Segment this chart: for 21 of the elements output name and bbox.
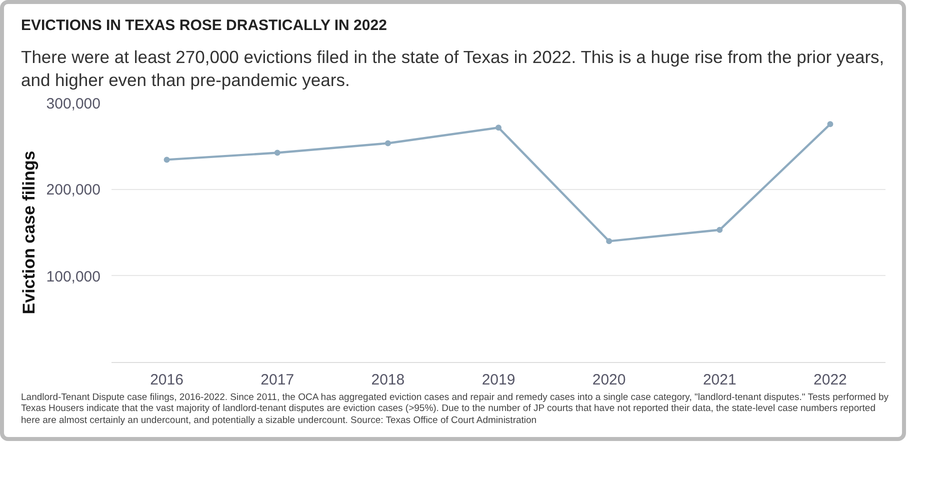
point	[274, 150, 280, 156]
x-tick-label: 2018	[371, 371, 405, 388]
chart-title: EVICTIONS IN TEXAS ROSE DRASTICALLY IN 2022	[21, 17, 387, 34]
x-tick-label: 2016	[150, 371, 184, 388]
x-tick-label: 2017	[260, 371, 294, 388]
x-tick-label: 2019	[482, 371, 516, 388]
y-tick-label: 200,000	[46, 182, 101, 199]
chart-subtitle: There were at least 270,000 evictions filed in the state of Texas in 2022. This is a huge rise from the prior years, and higher even than pre-pandemic years.	[21, 46, 886, 92]
point	[716, 226, 723, 233]
point	[606, 238, 612, 244]
x-tick-label: 2020	[592, 371, 626, 388]
y-tick-label: 300,000	[46, 95, 101, 112]
point	[164, 156, 170, 163]
point	[827, 121, 834, 128]
point	[496, 124, 502, 131]
point	[384, 140, 391, 146]
x-tick-label: 2022	[814, 371, 847, 388]
text: Landlord-Tenant Dispute case filings, 2016-2022. Since 2011, the OCA has aggregated eviction cases and repair and remedy cases into a single case category, "landlord-tenant disputes." Tests performed by Texas Housers indicate that the vast majority of landlord-tenant disputes are eviction cases (>95%). Due to the number of JP courts that have not reported their data, the state-level case numbers reported here are almost certainly an undercount, and potentially a sizable undercount. Source: Texas Office of Court Administration	[21, 392, 890, 426]
y-axis-title: Eviction case filings	[19, 150, 38, 314]
x-tick-label: 2021	[702, 371, 736, 388]
y-tick-label: 100,000	[46, 268, 101, 286]
